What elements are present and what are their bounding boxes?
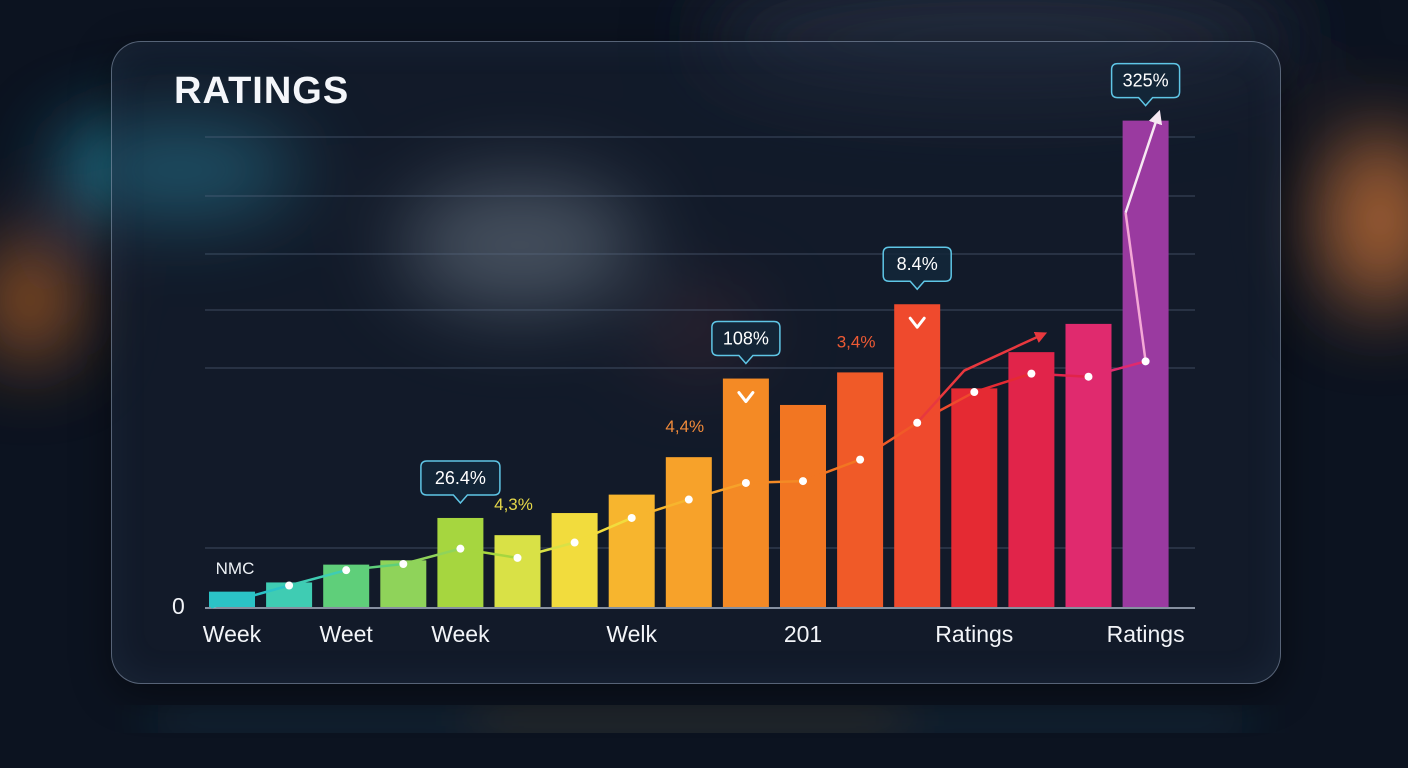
callout-box: [1110, 62, 1181, 107]
bar: [551, 513, 598, 607]
trend-line-segment: [1030, 372, 1090, 378]
trend-line-segment: [687, 481, 748, 501]
x-tick-label: Ratings: [1107, 621, 1185, 647]
percent-label: 4,4%: [665, 417, 704, 436]
trend-line-segment: [744, 479, 805, 485]
callout-label: 26.4%: [420, 460, 501, 505]
bar: [837, 372, 884, 607]
x-tick-label: 201: [784, 621, 822, 647]
trend-point: [570, 538, 579, 547]
x-tick-label: Week: [431, 621, 490, 647]
bar: [1008, 352, 1055, 607]
x-tick-label: Welk: [606, 621, 657, 647]
percent-label: 3,4%: [837, 332, 876, 351]
trend-line-segment: [915, 390, 976, 425]
trend-point: [913, 418, 922, 427]
trend-line-segment: [630, 498, 691, 520]
trend-point: [342, 566, 351, 575]
callout-label: 108%: [711, 320, 781, 365]
trend-point: [856, 455, 865, 464]
chevron-down-icon: [908, 316, 926, 329]
trend-line-segment: [1124, 212, 1147, 362]
chevron-down-icon: [737, 391, 755, 404]
trend-point: [1027, 369, 1036, 378]
trend-point: [970, 388, 979, 397]
bar: [665, 457, 712, 607]
callout-box: [420, 460, 501, 505]
trend-line-segment: [516, 541, 576, 560]
trend-line-segment: [801, 458, 862, 483]
callout-text: 108%: [723, 329, 769, 349]
callout-text: 26.4%: [435, 468, 486, 488]
x-tick-label: Week: [203, 621, 262, 647]
x-tick-label: Ratings: [935, 621, 1013, 647]
trend-arrow: [1124, 109, 1163, 214]
trend-point: [399, 560, 408, 569]
trend-point: [1141, 357, 1150, 366]
trend-line-segment: [344, 562, 405, 572]
bar: [722, 378, 769, 607]
trend-line-segment: [1087, 360, 1147, 378]
trend-line-segment: [459, 547, 519, 560]
trend-line-segment: [858, 421, 919, 461]
bar: [894, 304, 941, 607]
x-tick-label: Weet: [320, 621, 374, 647]
y-tick-label: 0: [172, 593, 185, 619]
nmc-label: NMC: [216, 559, 255, 578]
bar: [1065, 323, 1112, 607]
bar: [209, 591, 255, 607]
callout-label: 325%: [1110, 62, 1181, 107]
callout-box: [711, 320, 781, 365]
bar: [951, 388, 998, 607]
trend-point: [684, 495, 693, 504]
bar: [437, 517, 484, 607]
trend-point: [513, 553, 522, 562]
trend-line-segment: [402, 547, 462, 566]
callout-text: 325%: [1123, 71, 1169, 91]
callout-box: [882, 246, 952, 291]
trend-point: [1084, 372, 1093, 381]
trend-line-segment: [973, 372, 1033, 394]
trend-line-segment: [287, 568, 348, 587]
trend-point: [741, 478, 750, 487]
bar: [780, 404, 826, 607]
trend-point: [285, 581, 294, 590]
trend-point: [456, 544, 465, 553]
bar: [380, 560, 427, 607]
trend-point: [627, 513, 636, 522]
trend-point: [799, 477, 807, 486]
percent-label: 4,3%: [494, 495, 533, 514]
trend-line-segment: [573, 516, 633, 544]
chart-title: RATINGS: [174, 70, 350, 112]
callout-text: 8.4%: [897, 254, 938, 274]
trend-arrow: [916, 332, 1048, 424]
callout-label: 8.4%: [882, 246, 952, 291]
bar: [494, 535, 541, 607]
trend-line-segment: [210, 584, 291, 609]
